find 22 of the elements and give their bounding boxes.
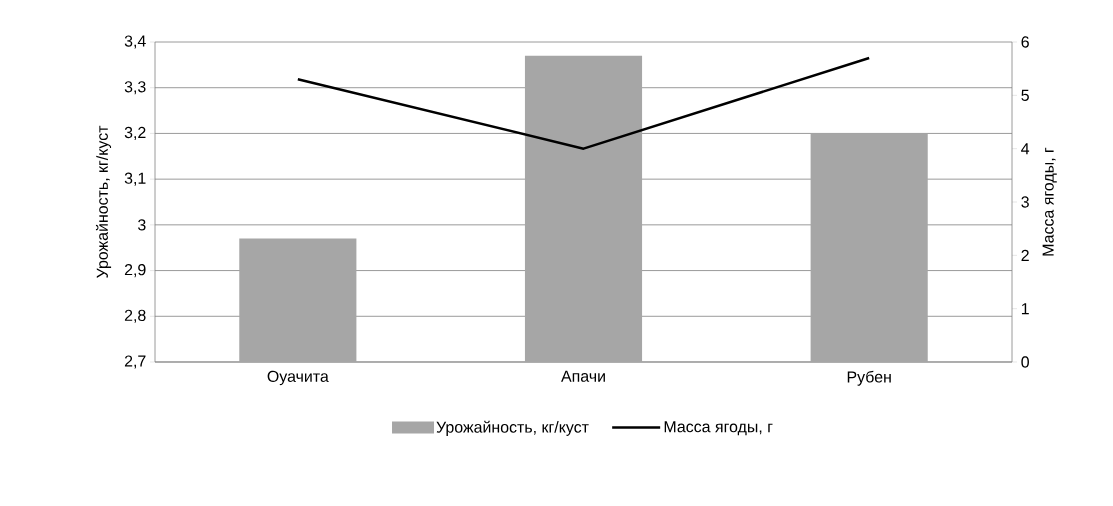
y-tick-label: 2,7 xyxy=(124,355,146,369)
x-tick-label: Рубен xyxy=(847,370,891,386)
y-tick-label: 3,3 xyxy=(124,81,146,95)
x-tick-label: Апачи xyxy=(561,370,605,382)
y-tick-label: 3,4 xyxy=(124,35,146,49)
y2-tick-label: 0 xyxy=(1021,356,1029,368)
legend-label: Урожайность, кг/куст xyxy=(436,420,589,436)
y2-tick-label: 5 xyxy=(1021,89,1029,101)
legend-label: Масса ягоды, г xyxy=(664,421,773,436)
y2-axis-title: Масса ягоды, г xyxy=(1042,147,1057,256)
y2-tick-label: 3 xyxy=(1021,196,1029,208)
y-tick-label: 3,2 xyxy=(124,126,146,141)
y-tick-label: 3,1 xyxy=(124,172,146,186)
y2-tick-label: 6 xyxy=(1021,36,1029,48)
y2-tick-label: 1 xyxy=(1021,303,1029,315)
y-axis-title: Урожайность, кг/куст xyxy=(95,125,112,279)
y2-tick-label: 4 xyxy=(1021,143,1030,155)
y-tick-label: 3 xyxy=(138,219,146,231)
x-tick-label: Оуачита xyxy=(267,370,329,386)
y2-tick-label: 2 xyxy=(1021,249,1029,261)
y-tick-label: 2,8 xyxy=(124,309,146,323)
y-tick-label: 2,9 xyxy=(124,263,146,278)
